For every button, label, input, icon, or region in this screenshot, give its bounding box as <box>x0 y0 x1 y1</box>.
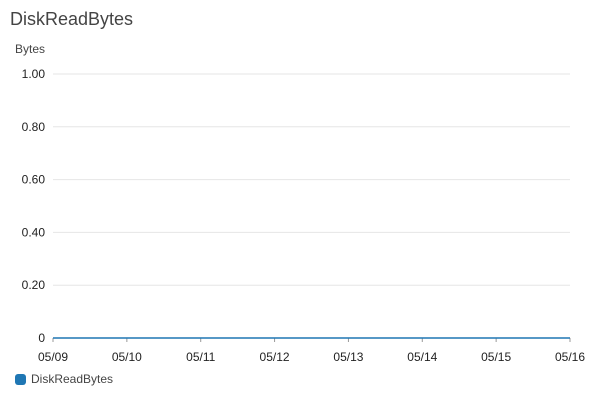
x-tick-label: 05/09 <box>38 350 68 364</box>
legend-swatch <box>15 373 26 385</box>
tick-labels: 0 0.20 0.40 0.60 0.80 1.00 05/09 05/10 05/11 05/1… <box>22 67 586 364</box>
y-tick-label: 0.80 <box>22 120 46 134</box>
gridlines <box>53 73 570 286</box>
x-tick-label: 05/14 <box>407 350 437 364</box>
legend[interactable]: DiskReadBytes <box>15 372 113 386</box>
x-tick-label: 05/12 <box>260 350 290 364</box>
y-tick-label: 0.60 <box>22 173 46 187</box>
y-tick-label: 0.40 <box>22 225 46 239</box>
x-tick-label: 05/11 <box>186 350 215 364</box>
x-tick-label: 05/15 <box>481 350 511 364</box>
x-tick-label: 05/13 <box>333 350 363 364</box>
y-axis-label: Bytes <box>15 42 46 56</box>
legend-label: DiskReadBytes <box>31 372 114 386</box>
x-tick-label: 05/10 <box>112 350 142 364</box>
y-tick-label: 0.20 <box>22 278 46 292</box>
chart-title: DiskReadBytes <box>10 9 134 29</box>
y-tick-label: 1.00 <box>22 67 46 81</box>
y-tick-label: 0 <box>38 331 45 345</box>
x-tick-label: 05/16 <box>555 350 585 364</box>
